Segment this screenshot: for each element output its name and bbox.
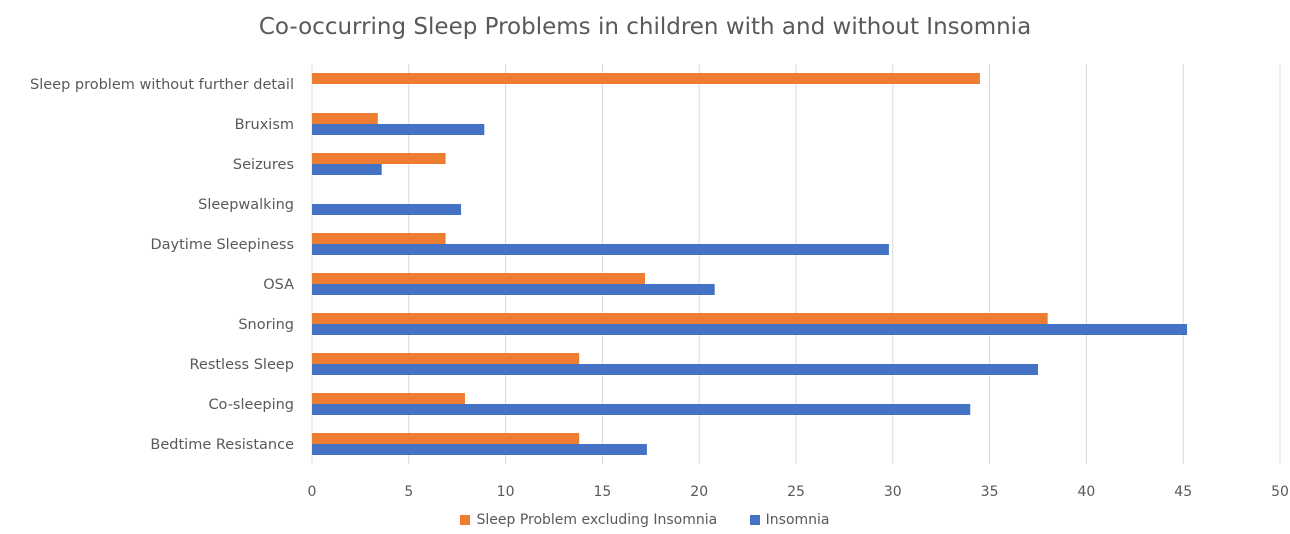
- bar-insomnia: [312, 404, 971, 415]
- x-tick-label: 45: [1174, 484, 1192, 500]
- x-tick-label: 35: [981, 484, 999, 500]
- legend-swatch-series-1: [460, 515, 471, 525]
- x-tick-label: 20: [690, 484, 708, 500]
- x-tick-label: 50: [1271, 484, 1289, 500]
- legend-swatch-series-2: [749, 515, 760, 525]
- x-tick-label: 5: [404, 484, 413, 500]
- bar-sleep-problem-excl-insomnia: [312, 433, 580, 444]
- y-category-label: Sleep problem without further detail: [30, 77, 294, 93]
- bar-sleep-problem-excl-insomnia: [312, 153, 446, 164]
- y-category-label: Snoring: [238, 317, 294, 333]
- bar-sleep-problem-excl-insomnia: [312, 113, 378, 124]
- y-category-label: Bedtime Resistance: [150, 437, 294, 453]
- bar-insomnia: [312, 364, 1038, 375]
- legend: Sleep Problem excluding Insomnia Insomni…: [0, 512, 1290, 529]
- bar-insomnia: [312, 164, 382, 175]
- legend-label-series-2: Insomnia: [765, 512, 830, 528]
- bar-insomnia: [312, 124, 485, 135]
- x-tick-label: 15: [593, 484, 611, 500]
- bar-sleep-problem-excl-insomnia: [312, 273, 645, 284]
- y-category-label: Sleepwalking: [198, 197, 294, 213]
- bar-insomnia: [312, 204, 462, 215]
- bar-sleep-problem-excl-insomnia: [312, 353, 580, 364]
- bar-sleep-problem-excl-insomnia: [312, 233, 446, 244]
- y-category-label: OSA: [263, 277, 294, 293]
- bar-insomnia: [312, 244, 889, 255]
- x-tick-label: 30: [884, 484, 902, 500]
- legend-item-series-2: Insomnia: [749, 512, 830, 528]
- legend-label-series-1: Sleep Problem excluding Insomnia: [476, 512, 718, 528]
- chart-title: Co-occurring Sleep Problems in children …: [258, 14, 1032, 40]
- bar-sleep-problem-excl-insomnia: [312, 393, 465, 404]
- bar-sleep-problem-excl-insomnia: [312, 313, 1048, 324]
- x-tick-label: 0: [308, 484, 317, 500]
- legend-item-series-1: Sleep Problem excluding Insomnia: [460, 512, 717, 528]
- bar-sleep-problem-excl-insomnia: [312, 73, 980, 84]
- y-category-label: Bruxism: [235, 117, 294, 133]
- y-category-label: Daytime Sleepiness: [150, 237, 294, 253]
- y-category-label: Restless Sleep: [189, 357, 294, 373]
- bar-insomnia: [312, 284, 715, 295]
- y-category-label: Co-sleeping: [208, 397, 294, 413]
- x-tick-label: 10: [497, 484, 515, 500]
- x-tick-label: 25: [787, 484, 805, 500]
- bar-insomnia: [312, 444, 647, 455]
- y-category-label: Seizures: [233, 157, 294, 173]
- bar-insomnia: [312, 324, 1188, 335]
- x-tick-label: 40: [1077, 484, 1095, 500]
